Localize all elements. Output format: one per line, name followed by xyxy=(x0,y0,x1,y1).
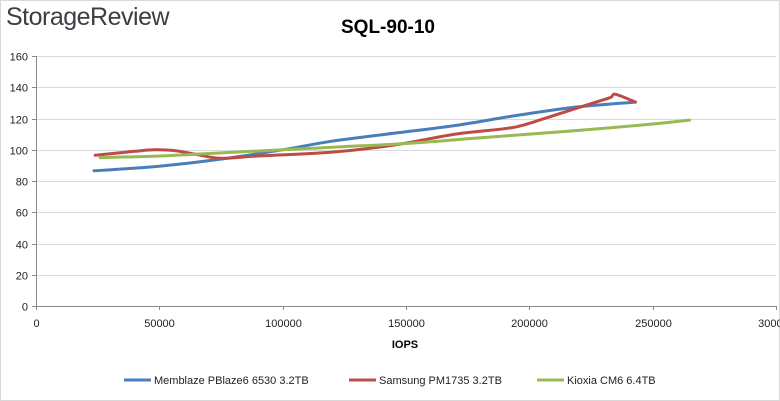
x-tick-label: 50000 xyxy=(144,318,175,330)
series-line-3 xyxy=(98,118,692,160)
x-axis-ticks: 0 50000 100000 150000 200000 250000 300000 xyxy=(33,306,780,330)
y-tick-label: 20 xyxy=(16,271,28,283)
y-tick-label: 80 xyxy=(16,177,28,189)
x-tick-label: 100000 xyxy=(265,318,302,330)
x-tick-label: 250000 xyxy=(635,318,672,330)
x-tick-label: 200000 xyxy=(511,318,548,330)
x-axis-label: IOPS xyxy=(392,339,418,351)
y-tick-label: 140 xyxy=(10,83,28,95)
y-tick-label: 100 xyxy=(10,146,28,158)
legend: Memblaze PBlaze6 6530 3.2TB Samsung PM173… xyxy=(124,375,656,387)
y-tick-label: 120 xyxy=(10,115,28,127)
legend-label-3: Kioxia CM6 6.4TB xyxy=(567,375,656,387)
y-tick-label: 0 xyxy=(22,302,28,314)
x-tick-label: 150000 xyxy=(388,318,425,330)
x-tick-label: 300000 xyxy=(758,318,780,330)
y-tick-label: 40 xyxy=(16,240,28,252)
chart-title: SQL-90-10 xyxy=(341,17,435,38)
series-line-2 xyxy=(93,92,637,160)
series-lines xyxy=(92,92,692,173)
legend-label-2: Samsung PM1735 3.2TB xyxy=(379,375,502,387)
x-tick-label: 0 xyxy=(33,318,39,330)
y-tick-label: 160 xyxy=(10,52,28,64)
legend-label-1: Memblaze PBlaze6 6530 3.2TB xyxy=(154,375,309,387)
storagereview-logo: StorageReview xyxy=(6,3,170,31)
y-tick-label: 60 xyxy=(16,208,28,220)
series-line-1 xyxy=(92,100,637,173)
gridlines xyxy=(36,56,776,276)
y-axis-ticks: 0 20 40 60 80 100 120 140 160 xyxy=(10,52,36,314)
